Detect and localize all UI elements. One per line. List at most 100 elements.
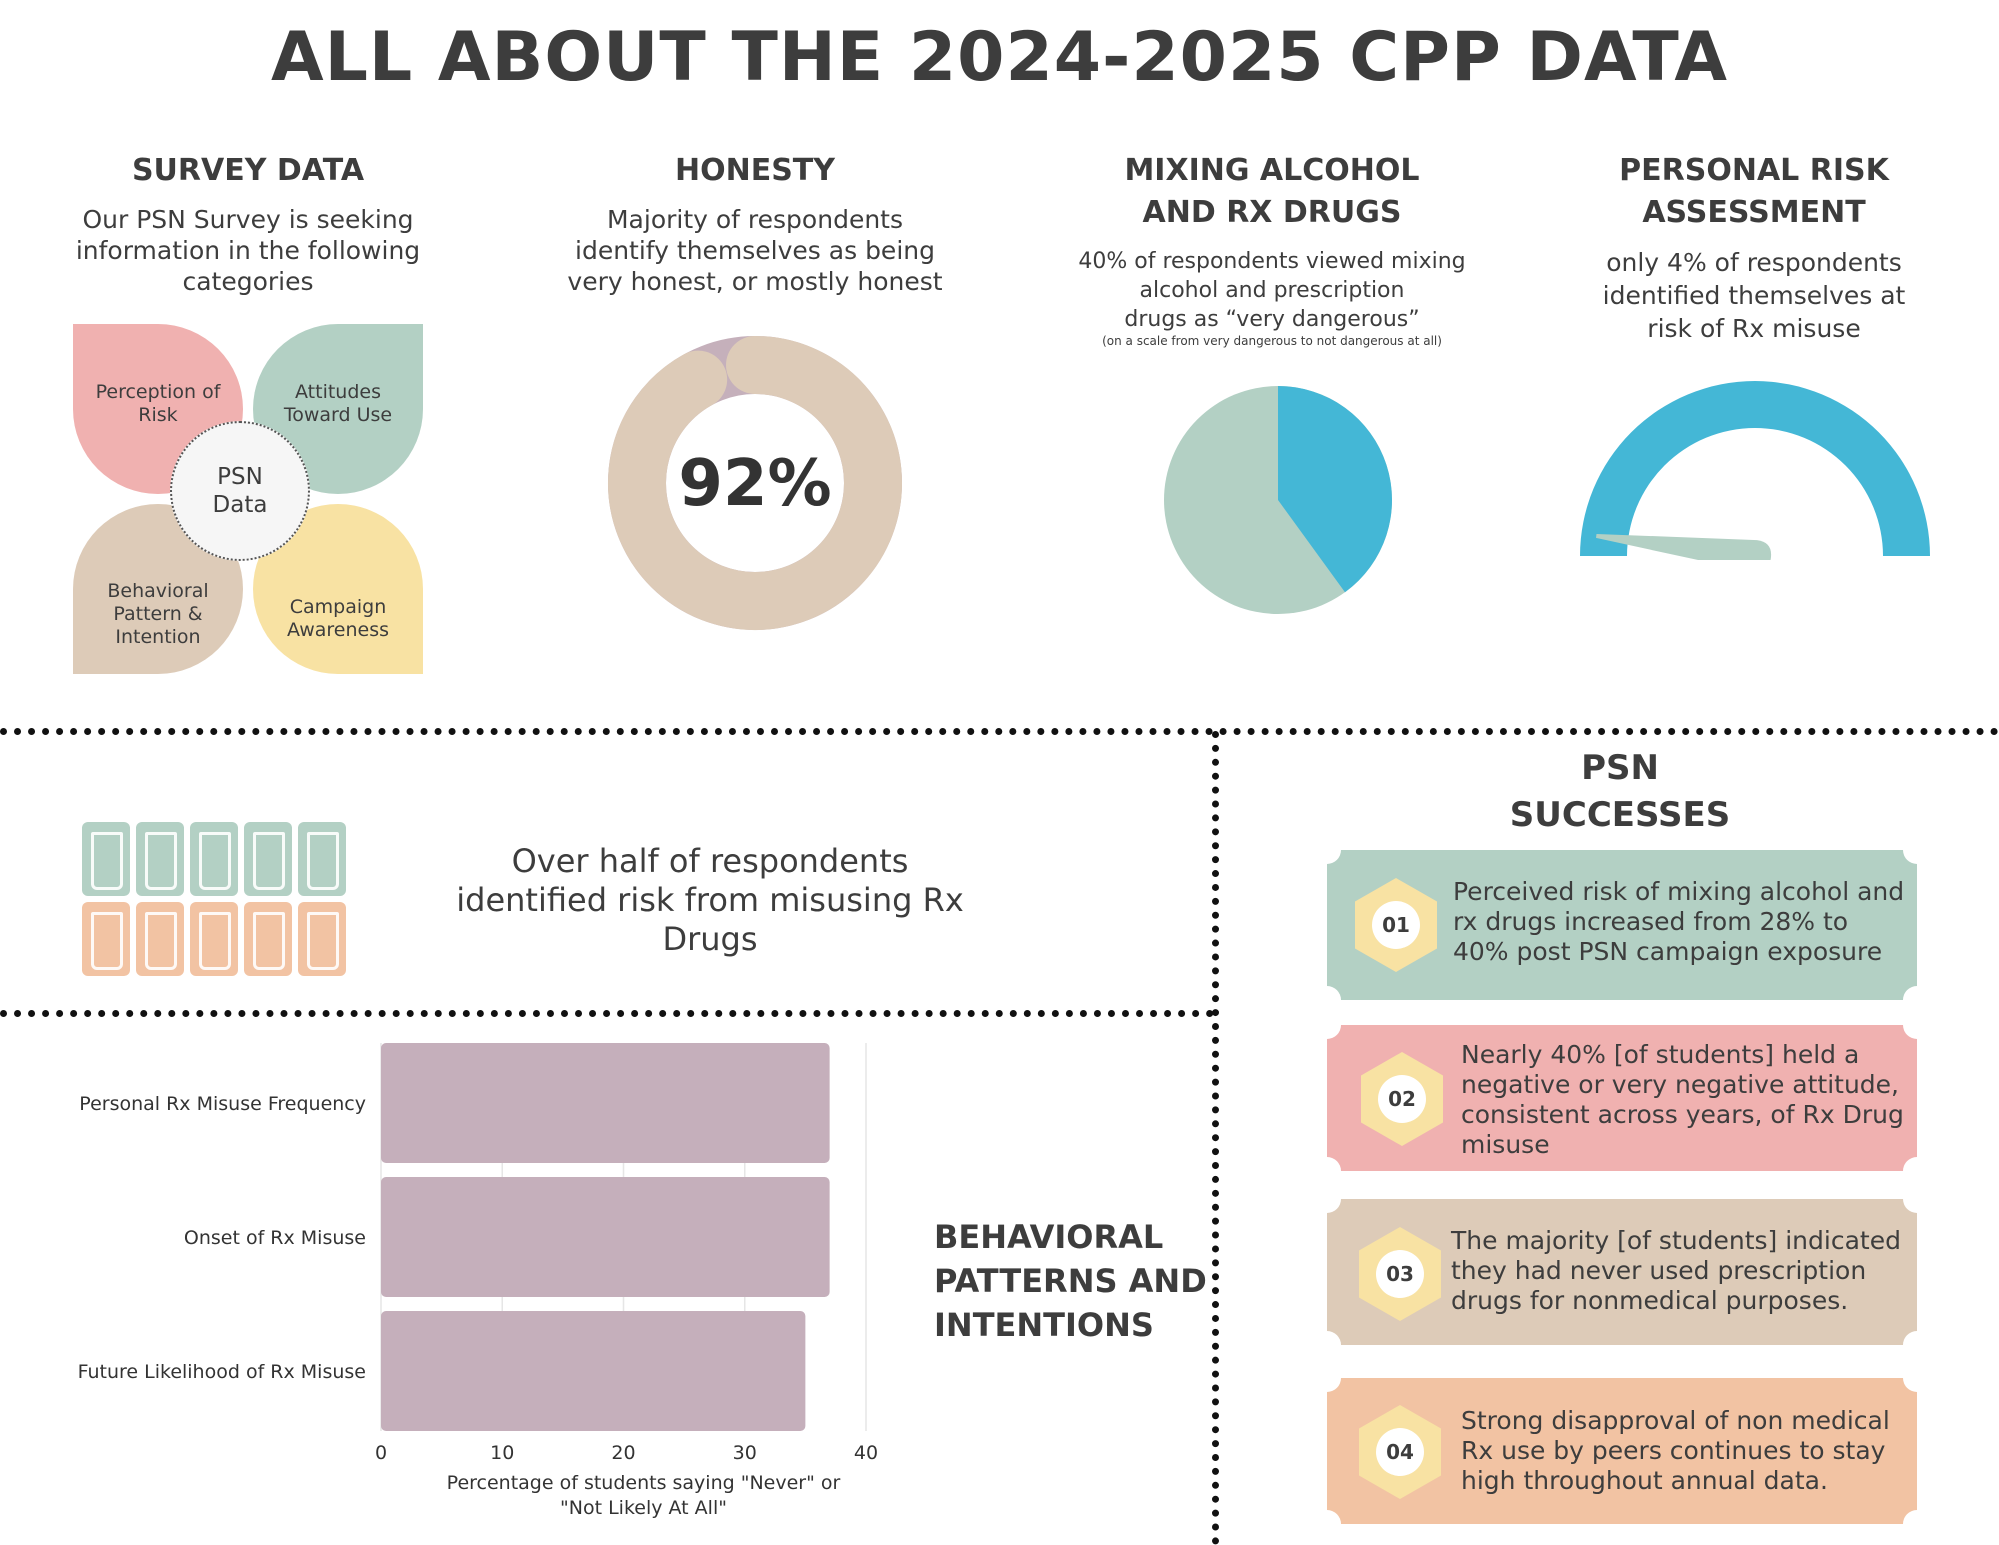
honesty-donut-main xyxy=(608,336,902,630)
center-label: PSN Data xyxy=(212,464,268,518)
tick-label: 10 xyxy=(490,1442,514,1464)
mixing-heading: MIXING ALCOHOL AND RX DRUGS xyxy=(1072,150,1472,234)
tick-label: 30 xyxy=(733,1442,757,1464)
divider-horizontal xyxy=(0,728,1999,735)
success-text-line: Strong disapproval of non medical xyxy=(1461,1406,1890,1435)
petal-label: Behavioral Pattern & Intention xyxy=(107,579,209,648)
risk-heading-line: ASSESSMENT xyxy=(1642,195,1866,230)
divider-vertical xyxy=(1212,731,1219,1545)
success-text-line: Rx use by peers continues to stay xyxy=(1461,1436,1886,1465)
success-text-line: negative or very negative attitude, xyxy=(1461,1070,1900,1099)
honesty-text-line: identify themselves as being xyxy=(575,236,935,265)
glass-icon xyxy=(244,902,292,976)
success-card-02: 02 Nearly 40% [of students] held a negat… xyxy=(1313,1011,1931,1185)
mixing-text-line: drugs as “very dangerous” xyxy=(1124,307,1420,332)
mixing-pie-slice xyxy=(1278,386,1392,593)
behavioral-heading-line: PATTERNS AND xyxy=(934,1262,1207,1300)
success-text: Perceived risk of mixing alcohol and rx … xyxy=(1453,877,1904,967)
success-text: The majority [of students] indicated the… xyxy=(1451,1226,1901,1316)
petal-label: Attitudes Toward Use xyxy=(283,381,393,426)
bar xyxy=(381,1311,806,1431)
mixing-pie-chart xyxy=(1164,386,1392,614)
mixing-text-line: 40% of respondents viewed mixing xyxy=(1078,249,1466,274)
bar xyxy=(381,1043,830,1163)
honesty-text-line: very honest, or mostly honest xyxy=(567,267,943,296)
success-card-03: 03 The majority [of students] indicated … xyxy=(1313,1185,1931,1359)
success-number-badge: 04 xyxy=(1359,1405,1441,1499)
divider-horizontal-left xyxy=(0,1010,1214,1017)
behavioral-heading-line: INTENTIONS xyxy=(934,1306,1154,1344)
honesty-donut-chart: 92% xyxy=(608,336,902,630)
glass-icon xyxy=(136,822,184,896)
success-text-line: The majority [of students] indicated xyxy=(1451,1226,1901,1255)
glass-icon xyxy=(82,902,130,976)
petal-label: Campaign Awareness xyxy=(286,596,390,641)
bar xyxy=(381,1177,830,1297)
petal-label: Perception of Risk xyxy=(95,381,221,426)
risk-text: only 4% of respondents identified themse… xyxy=(1554,246,1954,345)
success-text-line: drugs for nonmedical purposes. xyxy=(1451,1286,1849,1315)
behavioral-heading: BEHAVIORAL PATTERNS AND INTENTIONS xyxy=(934,1215,1207,1347)
mixing-heading-line: AND RX DRUGS xyxy=(1142,195,1402,230)
survey-heading: SURVEY DATA xyxy=(131,153,365,188)
honesty-text-line: Majority of respondents xyxy=(606,205,903,234)
success-text-line: Perceived risk of mixing alcohol and xyxy=(1453,877,1905,906)
success-text-line: misuse xyxy=(1461,1130,1550,1159)
honesty-text: Majority of respondents identify themsel… xyxy=(555,204,955,297)
success-number: 02 xyxy=(1378,1075,1426,1123)
success-number-badge: 03 xyxy=(1359,1227,1441,1321)
success-text-line: high throughout annual data. xyxy=(1461,1466,1828,1495)
tick-label: 20 xyxy=(611,1442,635,1464)
success-text-line: 40% post PSN campaign exposure xyxy=(1453,937,1883,966)
glass-icon xyxy=(190,822,238,896)
risk-text-line: only 4% of respondents xyxy=(1606,248,1902,277)
survey-text-line: information in the following xyxy=(75,236,421,265)
mixing-text: 40% of respondents viewed mixing alcohol… xyxy=(1072,247,1472,334)
survey-text-line: Our PSN Survey is seeking xyxy=(82,205,414,234)
glass-icon xyxy=(82,822,130,896)
behavioral-bar-chart: Personal Rx Misuse Frequency Onset of Rx … xyxy=(78,1043,878,1519)
page-title: ALL ABOUT THE 2024-2025 CPP DATA xyxy=(270,18,1729,97)
mixing-scale-note: (on a scale from very dangerous to not d… xyxy=(1102,334,1442,348)
risk-gauge-arc xyxy=(1580,381,1930,556)
honesty-heading: HONESTY xyxy=(674,153,835,188)
axis-label: Percentage of students saying "Never" or xyxy=(447,1472,841,1494)
half-text: Over half of respondents identified risk… xyxy=(420,842,1000,959)
successes-heading-line: SUCCESSES xyxy=(1509,795,1731,835)
success-number: 04 xyxy=(1376,1428,1424,1476)
tick-label: 40 xyxy=(854,1442,878,1464)
glass-icon xyxy=(136,902,184,976)
petal-perception-of-risk: Perception of Risk xyxy=(73,324,243,494)
success-card-04: 04 Strong disapproval of non medical Rx … xyxy=(1313,1364,1931,1538)
risk-text-line: identified themselves at xyxy=(1602,281,1906,310)
mixing-heading-line: MIXING ALCOHOL xyxy=(1124,153,1420,188)
behavioral-heading-line: BEHAVIORAL xyxy=(934,1218,1164,1256)
risk-heading: PERSONAL RISK ASSESSMENT xyxy=(1554,150,1954,234)
risk-heading-line: PERSONAL RISK xyxy=(1619,153,1889,188)
mixing-text-line: alcohol and prescription xyxy=(1139,278,1405,303)
half-text-line: identified risk from misusing Rx xyxy=(456,881,964,919)
category-label: Onset of Rx Misuse xyxy=(184,1227,366,1249)
success-number-badge: 02 xyxy=(1361,1052,1443,1146)
success-text-line: rx drugs increased from 28% to xyxy=(1453,907,1849,936)
honesty-value-label: 92% xyxy=(678,447,831,521)
glass-icon xyxy=(298,822,346,896)
glass-icon xyxy=(298,902,346,976)
category-label: Personal Rx Misuse Frequency xyxy=(79,1093,366,1115)
survey-text-line: categories xyxy=(182,267,314,296)
successes-heading: PSN SUCCESSES xyxy=(1420,745,1820,839)
success-number-badge: 01 xyxy=(1355,878,1437,972)
success-card-01: 01 Perceived risk of mixing alcohol and … xyxy=(1313,836,1931,1014)
half-text-line: Drugs xyxy=(662,920,758,958)
success-text-line: they had never used prescription xyxy=(1451,1256,1867,1285)
risk-gauge-chart xyxy=(1580,381,1930,560)
success-text-line: consistent across years, of Rx Drug xyxy=(1461,1100,1904,1129)
success-text: Strong disapproval of non medical Rx use… xyxy=(1461,1406,1890,1496)
category-label: Future Likelihood of Rx Misuse xyxy=(78,1361,366,1383)
success-text-line: Nearly 40% [of students] held a xyxy=(1461,1040,1860,1069)
success-number: 03 xyxy=(1376,1250,1424,1298)
half-text-line: Over half of respondents xyxy=(511,842,909,880)
psn-flower-diagram: Perception of Risk Attitudes Toward Use … xyxy=(73,324,423,674)
glass-icon xyxy=(244,822,292,896)
tick-label: 0 xyxy=(375,1442,387,1464)
